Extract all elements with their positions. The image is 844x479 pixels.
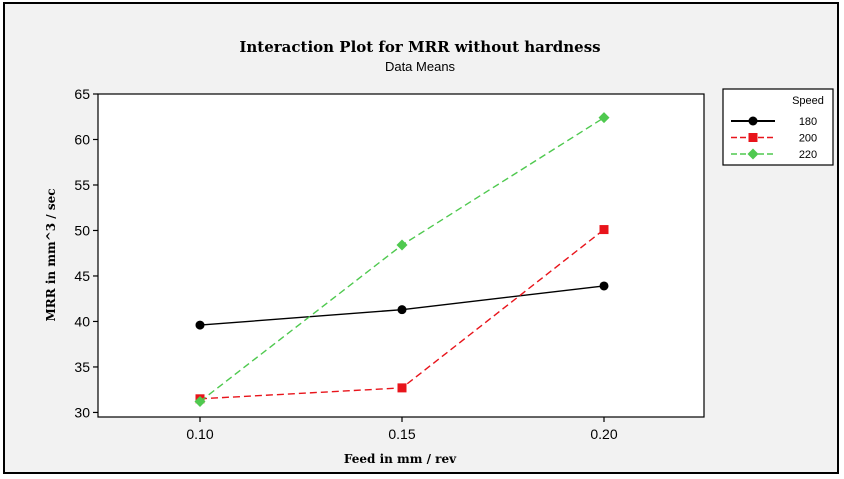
y-tick-label: 50 (74, 222, 90, 238)
data-point-180 (599, 281, 609, 291)
y-tick-label: 45 (74, 268, 90, 284)
y-axis-label: MRR in mm^3 / sec (44, 188, 58, 321)
data-point-180 (195, 320, 205, 330)
legend-title: Speed (792, 95, 824, 107)
y-tick-label: 35 (74, 359, 90, 375)
series-layer (194, 112, 610, 408)
data-point-220 (194, 396, 206, 408)
y-tick-label: 40 (74, 313, 90, 329)
x-tick-label: 0.15 (388, 426, 415, 442)
data-point-220 (396, 239, 408, 251)
data-point-200 (599, 225, 609, 235)
x-axis-label: Feed in mm / rev (344, 452, 457, 466)
data-point-220 (598, 112, 610, 124)
x-tick-label: 0.10 (186, 426, 213, 442)
data-point-200 (397, 383, 407, 393)
y-tick-label: 55 (74, 177, 90, 193)
legend-label: 180 (799, 116, 817, 128)
legend-label: 220 (799, 149, 817, 161)
y-tick-label: 30 (74, 404, 90, 420)
legend-label: 200 (799, 133, 817, 145)
legend-marker-200 (748, 133, 758, 142)
x-axis: 0.10 0.15 0.20 (186, 417, 618, 442)
plot-area (97, 93, 705, 418)
y-tick-label: 65 (74, 86, 90, 102)
y-tick-label: 60 (74, 131, 90, 147)
chart-title: Interaction Plot for MRR without hardnes… (239, 38, 600, 56)
legend-marker-220 (747, 148, 759, 160)
legend: Speed 180 200 220 (722, 88, 834, 166)
legend-marker-180 (748, 116, 758, 126)
chart-subtitle: Data Means (385, 59, 456, 74)
x-tick-label: 0.20 (590, 426, 617, 442)
y-axis: 30 35 40 45 50 55 60 65 (74, 86, 98, 420)
legend-box (722, 88, 834, 166)
data-point-180 (397, 305, 407, 315)
